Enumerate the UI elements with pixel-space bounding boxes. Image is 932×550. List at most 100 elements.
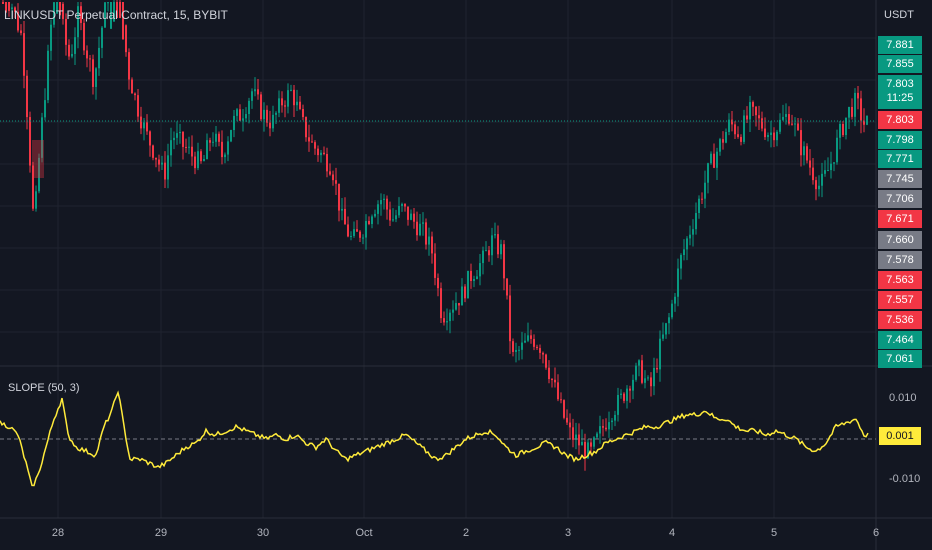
candle-body (272, 114, 274, 129)
candle-body (599, 426, 601, 434)
candle-body (368, 220, 370, 225)
candle-body (107, 2, 109, 4)
candle-body (524, 340, 526, 343)
candle-body (821, 173, 823, 186)
candle-body (482, 250, 484, 264)
time-axis-label: 28 (51, 527, 65, 539)
candle-body (5, 2, 7, 13)
candle-body (251, 91, 253, 101)
price-label-value: 7.557 (886, 294, 914, 306)
candle-body (566, 417, 568, 423)
candle-body (725, 132, 727, 143)
candle-body (122, 2, 124, 40)
price-label: 7.803 (878, 111, 922, 129)
candle-body (197, 151, 199, 169)
candle-body (596, 433, 598, 438)
candle-body (716, 151, 718, 168)
candle-body (62, 3, 64, 19)
candle-body (479, 263, 481, 277)
price-label: 7.671 (878, 210, 922, 228)
candle-body (230, 130, 232, 142)
candle-body (542, 352, 544, 355)
candle-body (434, 253, 436, 278)
candle-body (719, 139, 721, 152)
candle-body (506, 278, 508, 296)
candle-body (578, 434, 580, 446)
candle-body (131, 79, 133, 94)
candle-body (413, 213, 415, 222)
candle-body (59, 2, 61, 16)
price-label-value: 7.464 (886, 334, 914, 346)
price-label-value: 7.061 (886, 353, 914, 365)
candle-body (188, 146, 190, 148)
candle-body (788, 114, 790, 124)
candle-body (428, 236, 430, 245)
candle-body (497, 234, 499, 255)
candle-body (851, 106, 853, 117)
candle-body (437, 277, 439, 289)
candle-body (743, 115, 745, 142)
candle-body (146, 122, 148, 132)
indicator-title[interactable]: SLOPE (50, 3) (8, 382, 80, 394)
candle-body (338, 183, 340, 211)
candle-body (155, 157, 157, 160)
candle-body (809, 160, 811, 168)
candle-body (533, 338, 535, 347)
candle-body (371, 216, 373, 225)
candle-body (299, 101, 301, 110)
candle-body (119, 2, 121, 19)
candle-body (11, 7, 13, 10)
candle-body (785, 114, 787, 117)
price-label-value: 7.881 (886, 39, 914, 51)
candle-body (707, 163, 709, 183)
candle-body (758, 115, 760, 119)
candle-body (308, 137, 310, 142)
symbol-title[interactable]: LINKUSDT Perpetual Contract, 15, BYBIT (4, 8, 228, 22)
candle-body (584, 441, 586, 459)
currency-label[interactable]: USDT (884, 9, 914, 21)
time-axis-label: 5 (770, 527, 778, 539)
candle-body (509, 295, 511, 342)
candle-body (767, 134, 769, 138)
candle-body (656, 367, 658, 370)
candle-body (398, 206, 400, 216)
candle-body (530, 335, 532, 339)
candle-body (311, 141, 313, 143)
candle-body (287, 90, 289, 107)
candle-body (113, 2, 115, 22)
price-label-value: 7.855 (886, 58, 914, 70)
candle-body (290, 89, 292, 91)
candle-body (8, 2, 10, 11)
time-axis-label: 6 (872, 527, 880, 539)
candle-body (614, 414, 616, 421)
candle-body (818, 185, 820, 190)
candle-body (29, 117, 31, 166)
candle-body (602, 426, 604, 428)
candle-body (281, 98, 283, 106)
candle-body (206, 140, 208, 159)
candle-body (383, 198, 385, 201)
candle-body (791, 123, 793, 125)
candle-body (404, 203, 406, 207)
candle-body (674, 296, 676, 304)
candle-body (41, 117, 43, 158)
candle-body (80, 6, 82, 23)
candle-body (209, 140, 211, 143)
candle-body (659, 338, 661, 370)
slope-indicator-line (0, 390, 869, 487)
candle-body (20, 30, 22, 34)
candle-body (806, 146, 808, 161)
price-label-value: 7.671 (886, 213, 914, 225)
time-axis-label: Oct (355, 527, 373, 539)
candle-body (812, 167, 814, 181)
candle-body (89, 58, 91, 60)
candle-body (419, 223, 421, 236)
candle-body (548, 367, 550, 380)
candle-body (332, 174, 334, 181)
candle-body (377, 204, 379, 214)
candle-body (227, 141, 229, 155)
candle-body (860, 98, 862, 121)
candle-body (32, 165, 34, 209)
